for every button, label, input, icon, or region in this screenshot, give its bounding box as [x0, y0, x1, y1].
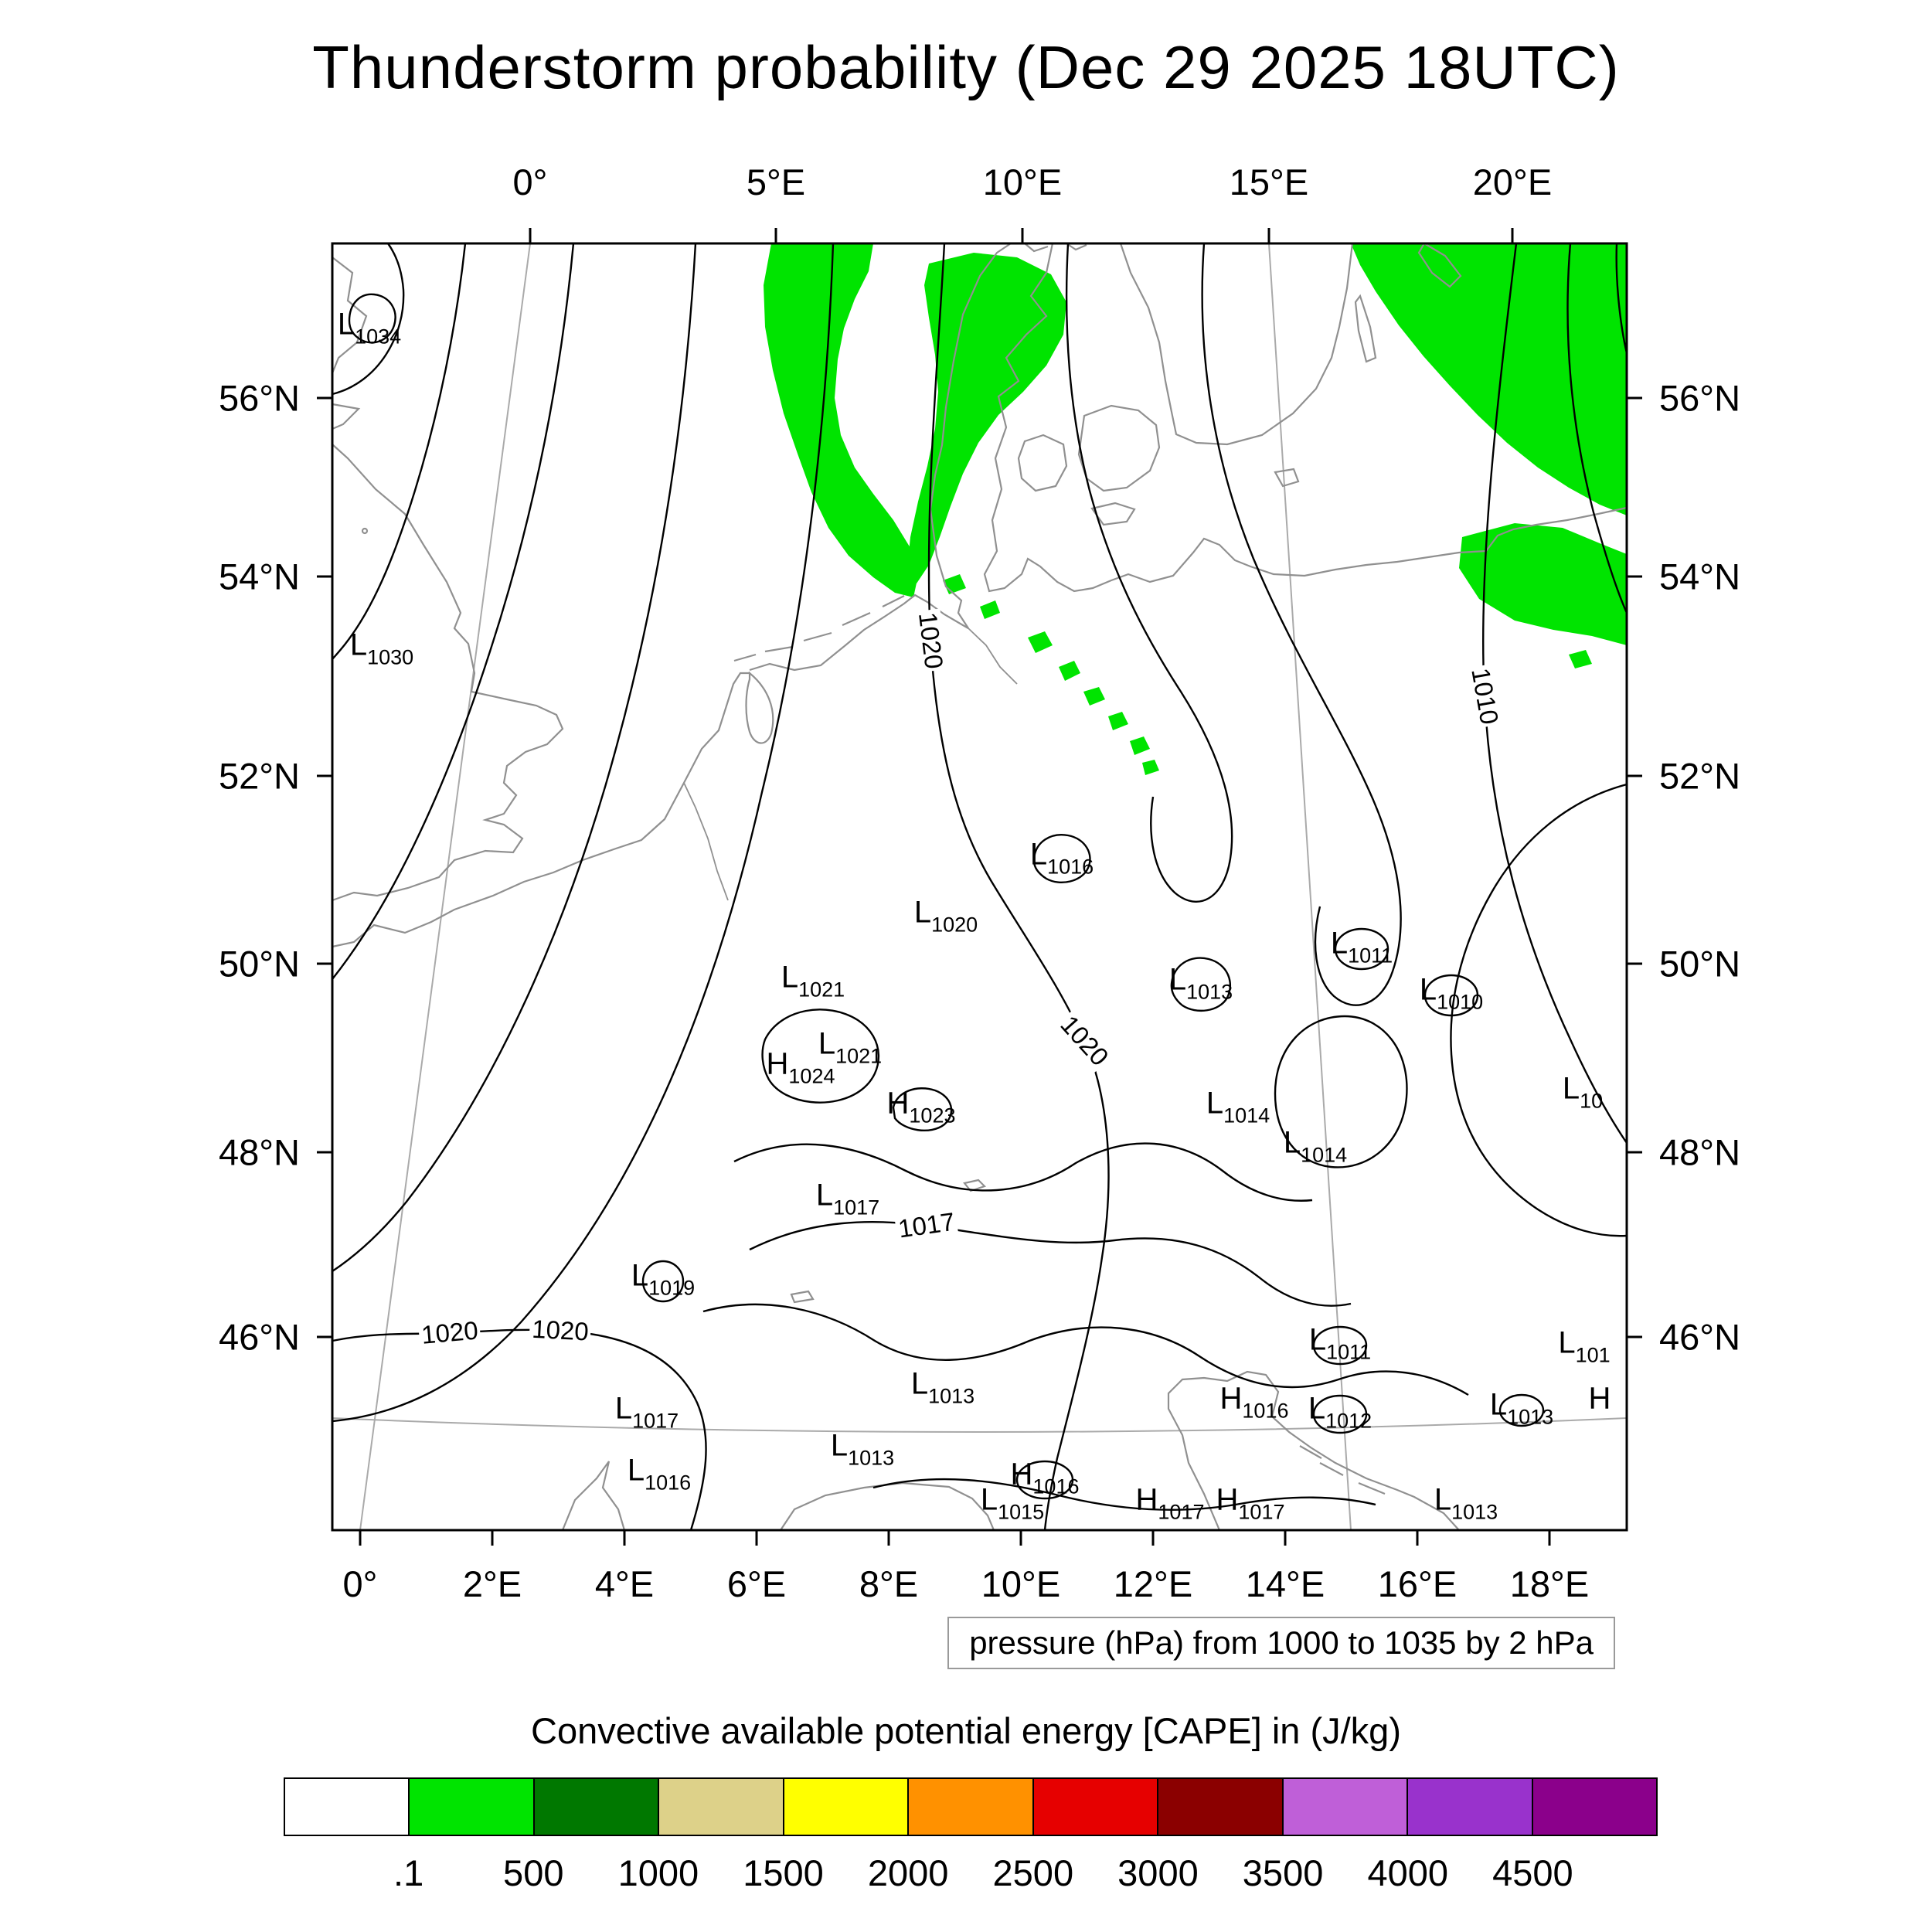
axis-tick-label-bottom: 4°E — [594, 1563, 655, 1604]
axis-tick-label-left: 54°N — [218, 556, 300, 597]
colorbar-tick-label: 2000 — [867, 1852, 949, 1893]
axis-tick-label-right: 50°N — [1659, 943, 1741, 985]
axis-tick-label-bottom: 16°E — [1377, 1563, 1458, 1604]
colorbar-tick-label: 500 — [503, 1852, 564, 1893]
colorbar-tick-label: 1000 — [617, 1852, 699, 1893]
map-border — [331, 242, 1628, 1532]
axis-tick-label-top: 20°E — [1472, 162, 1553, 202]
colorbar-cell — [1033, 1779, 1159, 1835]
colorbar-tick-label: 4000 — [1367, 1852, 1448, 1893]
colorbar-cell — [410, 1779, 535, 1835]
colorbar-cell — [1408, 1779, 1533, 1835]
colorbar-title: Convective available potential energy [C… — [531, 1710, 1401, 1751]
map-area: 0° 5°E 10°E 15°E 20°E 0° 2°E 4°E 6°E 8°E 10°E 12°E 1… — [219, 162, 1740, 1604]
colorbar-cell — [659, 1779, 784, 1835]
axis-tick-label-left: 50°N — [218, 943, 300, 985]
axis-tick-label-bottom: 0° — [342, 1563, 378, 1604]
colorbar-cell — [784, 1779, 910, 1835]
axis-tick-label-top: 10°E — [982, 162, 1063, 202]
axis-tick-label-top: 0° — [512, 162, 548, 202]
cape-shading-regions — [764, 243, 1627, 775]
axis-tick-label-right: 48°N — [1659, 1131, 1741, 1173]
axis-tick-label-bottom: 8°E — [859, 1563, 919, 1604]
colorbar-tick-label: 1500 — [743, 1852, 824, 1893]
colorbar-cell — [285, 1779, 410, 1835]
axis-tick-label-left: 56°N — [218, 377, 300, 419]
axis-tick-label-right: 54°N — [1659, 556, 1741, 597]
colorbar-tick-label: 4500 — [1492, 1852, 1573, 1893]
axis-tick-label-left: 46°N — [218, 1316, 300, 1358]
axis-tick-label-bottom: 6°E — [726, 1563, 787, 1604]
colorbar-tick-label: 3000 — [1117, 1852, 1199, 1893]
cape-region-baltic — [1351, 243, 1627, 515]
colorbar-cell — [909, 1779, 1034, 1835]
axis-tick-label-top: 5°E — [746, 162, 806, 202]
axis-tick-label-right: 52°N — [1659, 755, 1741, 797]
cape-colorbar-labels: .1 500 1000 1500 2000 2500 3000 3500 4000 4500 — [284, 1852, 1658, 1898]
colorbar-cell — [1532, 1779, 1656, 1835]
axis-tick-label-bottom: 12°E — [1113, 1563, 1193, 1604]
pressure-caption: pressure (hPa) from 1000 to 1035 by 2 hP… — [947, 1617, 1615, 1669]
colorbar-tick-label: 2500 — [992, 1852, 1074, 1893]
axis-tick-label-bottom: 2°E — [462, 1563, 522, 1604]
colorbar-cell — [534, 1779, 660, 1835]
page-title: Thunderstorm probability (Dec 29 2025 18… — [312, 33, 1620, 101]
cape-colorbar — [284, 1777, 1658, 1836]
cape-region-denmark — [907, 253, 1066, 583]
colorbar-cell — [1158, 1779, 1284, 1835]
isobars — [332, 243, 1628, 1531]
axis-tick-label-left: 52°N — [218, 755, 300, 797]
axis-tick-label-bottom: 14°E — [1245, 1563, 1325, 1604]
graticule-lines — [332, 243, 1628, 1531]
weather-map-canvas — [317, 228, 1642, 1546]
cape-region-north-sea — [764, 243, 918, 597]
axis-tick-label-right: 46°N — [1659, 1316, 1741, 1358]
colorbar-tick-label: 3500 — [1242, 1852, 1324, 1893]
axis-tick-label-right: 56°N — [1659, 377, 1741, 419]
axis-ticks — [317, 228, 1642, 1546]
colorbar-cell — [1283, 1779, 1409, 1835]
colorbar-tick-label: .1 — [393, 1852, 424, 1893]
axis-tick-label-left: 48°N — [218, 1131, 300, 1173]
axis-tick-label-bottom: 10°E — [981, 1563, 1061, 1604]
axis-tick-label-bottom: 18°E — [1509, 1563, 1590, 1604]
axis-tick-label-top: 15°E — [1229, 162, 1309, 202]
